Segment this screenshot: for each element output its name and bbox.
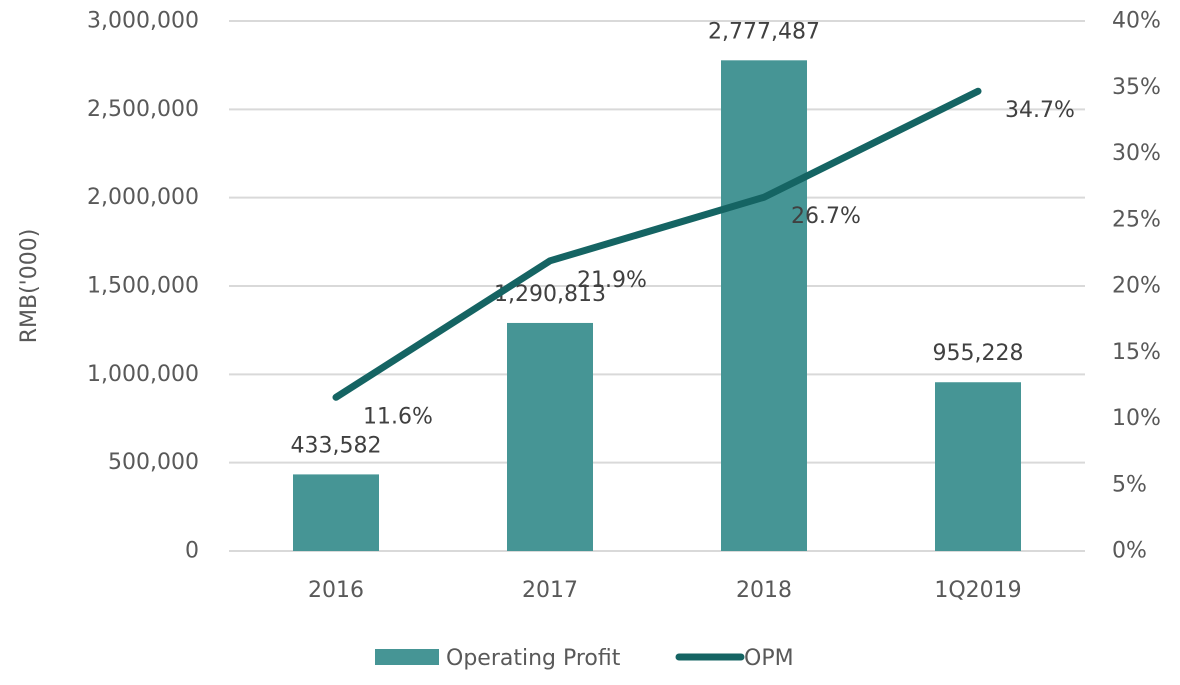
y-tick-label: 1,000,000 (87, 362, 199, 387)
legend-label-operating-profit: Operating Profit (446, 646, 621, 671)
y2-tick-label: 25% (1112, 207, 1161, 232)
line-data-label: 26.7% (791, 204, 861, 229)
bar (507, 322, 593, 551)
y-axis-right: 0% 5% 10% 15% 20% 25% 30% 35% 40% (1112, 9, 1161, 564)
y2-tick-label: 30% (1112, 141, 1161, 166)
line-data-label: 34.7% (1005, 98, 1075, 123)
y-tick-label: 500,000 (108, 450, 199, 475)
legend-swatch-operating-profit (375, 649, 439, 665)
bar (721, 60, 807, 551)
bar-data-label: 433,582 (291, 433, 382, 458)
y2-tick-label: 35% (1112, 75, 1161, 100)
x-tick-label: 2018 (736, 578, 792, 603)
y-tick-label: 0 (185, 539, 199, 564)
y2-tick-label: 15% (1112, 340, 1161, 365)
x-tick-label: 2017 (522, 578, 578, 603)
y-tick-label: 1,500,000 (87, 274, 199, 299)
y2-tick-label: 40% (1112, 9, 1161, 34)
x-axis: 2016 2017 2018 1Q2019 (308, 578, 1022, 603)
opm-line (332, 87, 982, 401)
line-data-label: 11.6% (363, 404, 433, 429)
y2-tick-label: 5% (1112, 472, 1147, 497)
bar-data-label: 955,228 (933, 341, 1024, 366)
y-tick-label: 2,000,000 (87, 185, 199, 210)
y-axis-title: RMB('000) (17, 229, 42, 344)
line-data-label: 21.9% (577, 268, 647, 293)
x-tick-label: 1Q2019 (934, 578, 1021, 603)
legend-label-opm: OPM (744, 646, 794, 671)
bar (935, 382, 1021, 551)
bar-data-label: 2,777,487 (708, 19, 820, 44)
y-tick-label: 2,500,000 (87, 97, 199, 122)
bar (293, 474, 379, 551)
y2-tick-label: 10% (1112, 406, 1161, 431)
y-tick-label: 3,000,000 (87, 9, 199, 34)
legend: Operating Profit OPM (375, 646, 794, 671)
y-axis-left: 0 500,000 1,000,000 1,500,000 2,000,000 2,500… (87, 9, 199, 564)
y2-tick-label: 0% (1112, 539, 1147, 564)
y2-tick-label: 20% (1112, 274, 1161, 299)
x-tick-label: 2016 (308, 578, 364, 603)
line-series: 11.6% 21.9% 26.7% 34.7% (332, 87, 1075, 429)
